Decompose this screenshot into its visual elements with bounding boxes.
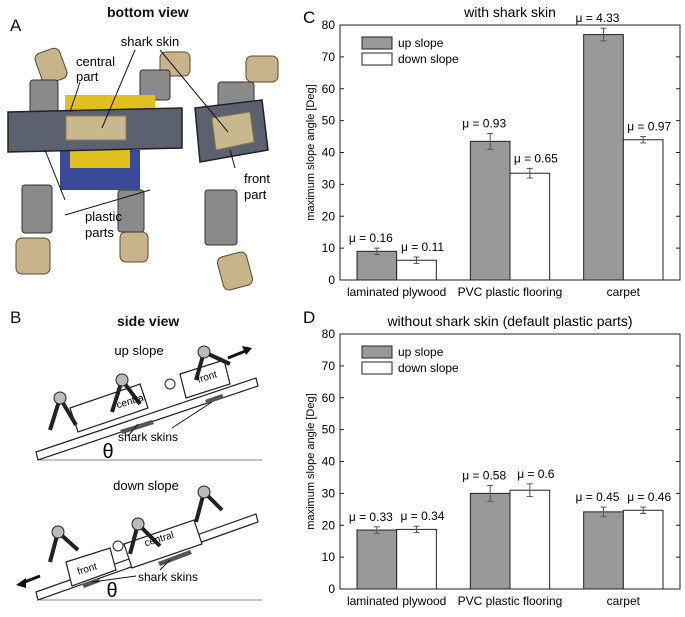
bar-down-slope: [622, 509, 664, 590]
plot-frame: [339, 333, 681, 590]
robot-legs: [15, 47, 279, 291]
y-axis-label: maximum slope angle [Deg]: [305, 84, 317, 220]
y-tick-label: 0: [328, 582, 335, 596]
panel-b-title: side view: [117, 313, 180, 329]
data-label: μ = 0.58: [462, 468, 506, 482]
legend-label: up slope: [398, 36, 444, 50]
up-theta: θ: [102, 441, 113, 463]
down-skins-label: shark skins: [138, 570, 198, 584]
bar-down-slope: [509, 489, 551, 590]
side-view-diagram: up slope central front shark skins θ dow…: [16, 343, 262, 602]
plot-frame: [339, 24, 681, 281]
up-slope-title: up slope: [114, 343, 163, 358]
y-axis-label: maximum slope angle [Deg]: [305, 393, 317, 529]
down-slope-title: down slope: [113, 478, 179, 493]
x-tick-label: PVC plastic flooring: [458, 285, 563, 299]
up-slope-diagram: [35, 345, 262, 461]
label-plastic-parts: plastic parts: [85, 209, 122, 240]
chart-title: without shark skin (default plastic part…: [386, 313, 632, 329]
bar-up-slope: [583, 511, 624, 590]
robot-electronics-top: [65, 95, 155, 111]
y-tick-label: 60: [322, 391, 336, 405]
data-label: μ = 0.6: [517, 467, 555, 481]
bar-up-slope: [356, 529, 398, 590]
y-tick-label: 70: [322, 50, 336, 64]
bar-down-slope: [396, 528, 437, 590]
data-label: μ = 0.33: [349, 510, 393, 524]
legend-swatch: [361, 36, 393, 50]
down-slope-diagram: [16, 485, 262, 601]
bar-up-slope: [583, 34, 624, 281]
y-tick-label: 10: [322, 550, 336, 564]
bar-up-slope: [469, 492, 511, 590]
bar-up-slope: [469, 140, 511, 281]
y-tick-label: 50: [322, 423, 336, 437]
data-label: μ = 0.11: [401, 240, 444, 254]
data-label: μ = 0.93: [462, 116, 506, 130]
y-tick-label: 80: [322, 327, 336, 341]
robot-photo: shark skin central part front part plastic…: [7, 34, 279, 291]
x-tick-label: PVC plastic flooring: [458, 594, 563, 608]
y-tick-label: 30: [322, 177, 336, 191]
panel-a-title: bottom view: [107, 4, 189, 20]
central-shark-skin: [65, 115, 127, 141]
panel-letter-c: C: [303, 8, 315, 27]
label-shark-skin: shark skin: [121, 34, 180, 49]
bar-up-slope: [356, 250, 398, 281]
up-slope-board: [35, 377, 259, 461]
legend-label: down slope: [398, 52, 459, 66]
y-tick-label: 20: [322, 518, 336, 532]
y-tick-label: 70: [322, 359, 336, 373]
down-theta: θ: [106, 580, 117, 602]
bar-down-slope: [509, 172, 551, 281]
legend-label: down slope: [398, 361, 459, 375]
y-tick-label: 20: [322, 209, 336, 223]
bar-down-slope: [622, 139, 664, 281]
y-tick-label: 40: [322, 455, 336, 469]
x-tick-label: laminated plywood: [347, 594, 446, 608]
x-tick-label: carpet: [607, 285, 641, 299]
y-tick-label: 60: [322, 82, 336, 96]
legend-swatch: [361, 52, 393, 66]
y-tick-label: 10: [322, 241, 336, 255]
label-central-part: central part: [76, 54, 115, 84]
y-tick-label: 80: [322, 18, 336, 32]
legend-swatch: [361, 345, 393, 359]
y-tick-label: 40: [322, 146, 336, 160]
data-label: μ = 0.45: [576, 490, 620, 504]
x-tick-label: carpet: [607, 594, 641, 608]
data-label: μ = 0.34: [401, 509, 445, 523]
data-label: μ = 0.16: [349, 231, 393, 245]
panel-letter-d: D: [303, 308, 315, 327]
chart-title: with shark skin: [463, 4, 556, 20]
data-label: μ = 0.46: [627, 490, 671, 504]
legend-swatch: [361, 361, 393, 375]
label-front-part: front part: [244, 171, 270, 202]
up-skins-label: shark skins: [118, 430, 178, 444]
data-label: μ = 0.65: [514, 151, 558, 165]
panel-letter-b: B: [10, 308, 22, 327]
data-label: μ = 4.33: [576, 11, 620, 25]
data-label: μ = 0.97: [627, 120, 671, 134]
y-tick-label: 30: [322, 486, 336, 500]
x-tick-label: laminated plywood: [347, 285, 446, 299]
y-tick-label: 50: [322, 114, 336, 128]
front-shark-skin: [211, 111, 255, 151]
annotation-lines: [44, 49, 236, 216]
panel-letter-a: A: [10, 16, 22, 35]
y-tick-label: 0: [328, 273, 335, 287]
legend-label: up slope: [398, 345, 444, 359]
